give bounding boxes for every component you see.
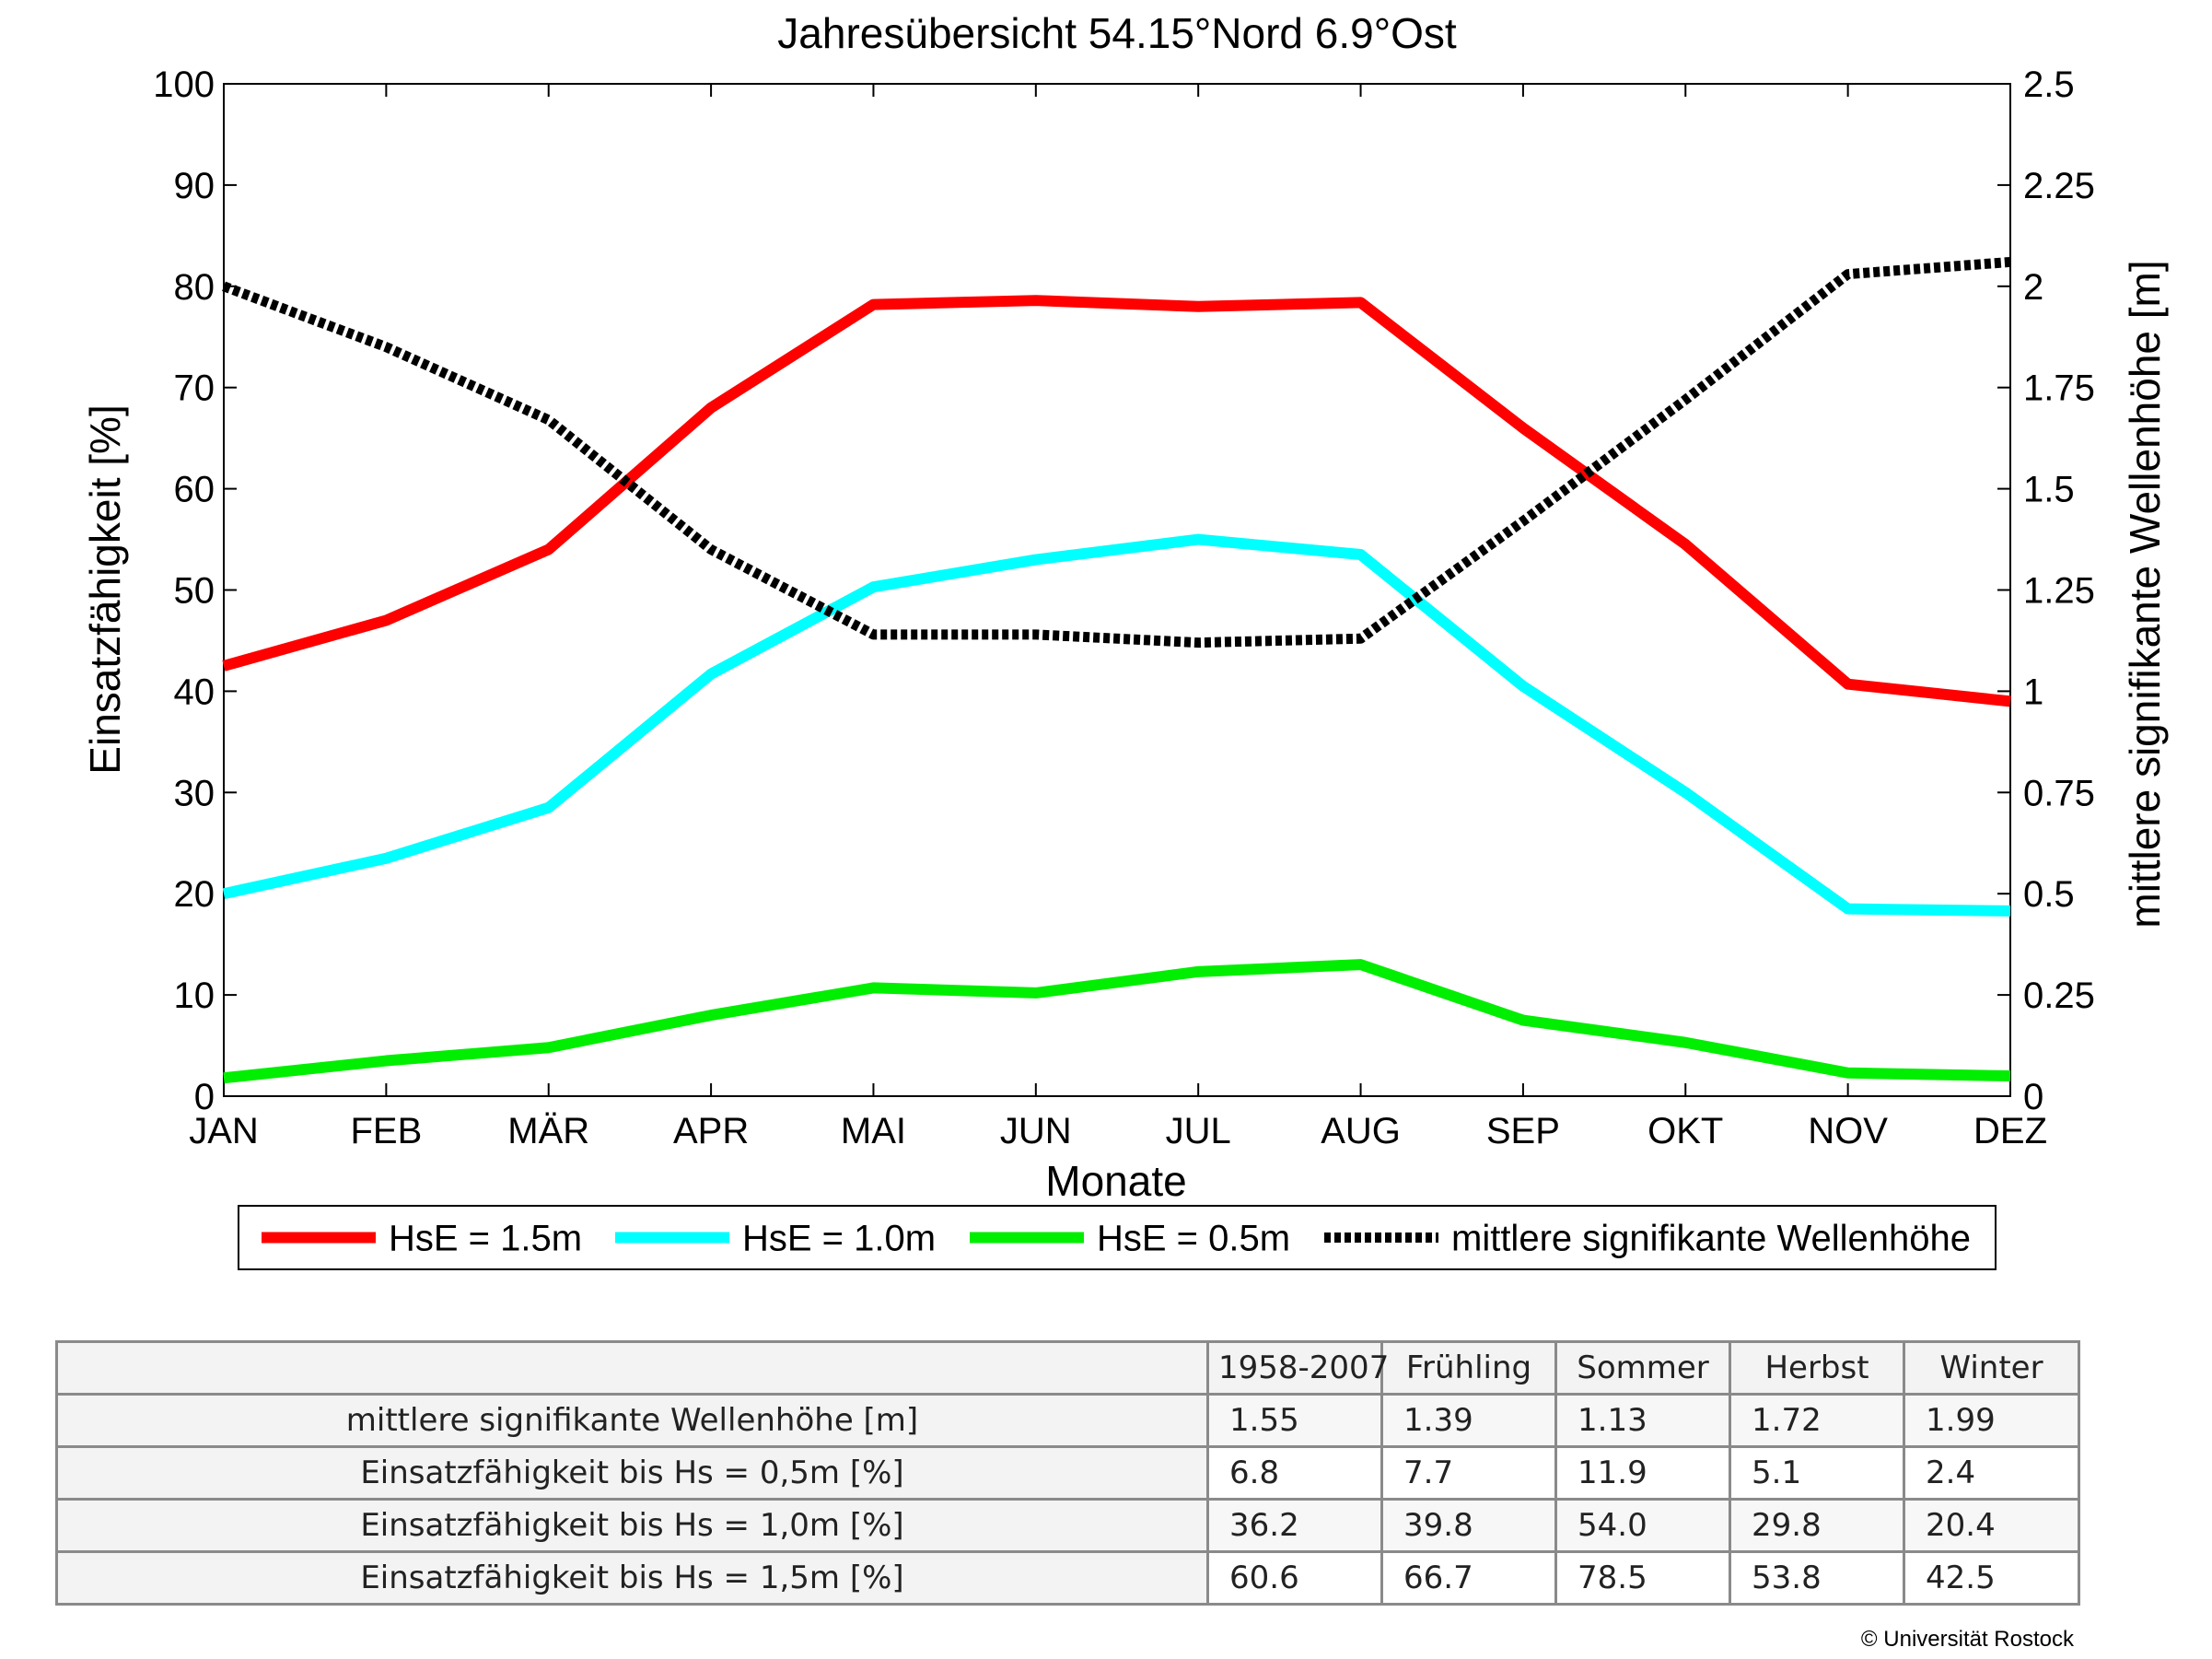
table-cell: 1.99 bbox=[1903, 1393, 2080, 1448]
summary-table-container: 1958-2007 Frühling Sommer Herbst Winter mittl… bbox=[55, 1340, 2080, 1606]
table-cell: 7.7 bbox=[1380, 1445, 1557, 1501]
table-column-header: Sommer bbox=[1554, 1340, 1731, 1396]
x-tick-label: JAN bbox=[189, 1111, 259, 1151]
y-left-tick-label: 70 bbox=[174, 368, 215, 409]
table-cell: 60.6 bbox=[1206, 1550, 1383, 1606]
y-left-tick-label: 90 bbox=[174, 166, 215, 206]
summary-table: 1958-2007 Frühling Sommer Herbst Winter mittl… bbox=[55, 1340, 2080, 1606]
table-column-header: Herbst bbox=[1729, 1340, 1905, 1396]
table-row-header: Einsatzfähigkeit bis Hs = 1,0m [%] bbox=[55, 1498, 1209, 1553]
table-cell: 29.8 bbox=[1729, 1498, 1905, 1553]
table-cell: 1.13 bbox=[1554, 1393, 1731, 1448]
x-tick-label: JUN bbox=[1000, 1111, 1072, 1151]
table-cell: 6.8 bbox=[1206, 1445, 1383, 1501]
table-header-row: 1958-2007 Frühling Sommer Herbst Winter bbox=[55, 1340, 2080, 1396]
y-right-tick-label: 0 bbox=[2023, 1077, 2043, 1117]
y-right-tick-label: 1 bbox=[2023, 672, 2043, 712]
table-row: Einsatzfähigkeit bis Hs = 0,5m [%] 6.8 7.7… bbox=[55, 1445, 2080, 1501]
table-cell: 1.72 bbox=[1729, 1393, 1905, 1448]
y-right-tick-label: 0.5 bbox=[2023, 874, 2075, 915]
copyright-notice: © Universität Rostock bbox=[1860, 1627, 2074, 1652]
table-column-header: Winter bbox=[1903, 1340, 2080, 1396]
table-row-header: mittlere signifikante Wellenhöhe [m] bbox=[55, 1393, 1209, 1448]
y-left-tick-label: 0 bbox=[194, 1077, 215, 1117]
table-row-header: Einsatzfähigkeit bis Hs = 1,5m [%] bbox=[55, 1550, 1209, 1606]
x-tick-label: NOV bbox=[1808, 1111, 1888, 1151]
legend-label: HsE = 1.0m bbox=[742, 1219, 936, 1259]
table-row: mittlere signifikante Wellenhöhe [m] 1.55… bbox=[55, 1393, 2080, 1448]
table-corner-cell bbox=[55, 1340, 1209, 1396]
y-right-tick-label: 0.25 bbox=[2023, 976, 2095, 1016]
y-right-tick-label: 0.75 bbox=[2023, 773, 2095, 813]
legend-label: HsE = 0.5m bbox=[1097, 1219, 1290, 1259]
table-cell: 36.2 bbox=[1206, 1498, 1383, 1553]
table-cell: 42.5 bbox=[1903, 1550, 2080, 1606]
y-left-tick-label: 40 bbox=[174, 672, 215, 712]
y-left-tick-label: 60 bbox=[174, 470, 215, 510]
y-left-tick-label: 50 bbox=[174, 571, 215, 612]
table-cell: 66.7 bbox=[1380, 1550, 1557, 1606]
table-cell: 5.1 bbox=[1729, 1445, 1905, 1501]
table-cell: 54.0 bbox=[1554, 1498, 1731, 1553]
y-right-tick-label: 1.75 bbox=[2023, 368, 2095, 409]
table-cell: 1.39 bbox=[1380, 1393, 1557, 1448]
x-tick-label: APR bbox=[673, 1111, 749, 1151]
x-tick-label: AUG bbox=[1321, 1111, 1401, 1151]
y-left-tick-label: 80 bbox=[174, 267, 215, 308]
table-cell: 11.9 bbox=[1554, 1445, 1731, 1501]
x-tick-label: MAI bbox=[841, 1111, 906, 1151]
table-cell: 2.4 bbox=[1903, 1445, 2080, 1501]
chart: Jahresübersicht 54.15°Nord 6.9°Ost010203… bbox=[81, 9, 2169, 1270]
y-right-tick-label: 1.25 bbox=[2023, 571, 2095, 612]
series-line-2 bbox=[222, 533, 2011, 917]
table-row: Einsatzfähigkeit bis Hs = 1,5m [%] 60.6 66… bbox=[55, 1550, 2080, 1606]
y-right-axis-label: mittlere signifikante Wellenhöhe [m] bbox=[2121, 260, 2169, 928]
y-left-tick-label: 30 bbox=[174, 773, 215, 813]
y-left-tick-label: 10 bbox=[174, 976, 215, 1016]
y-right-tick-label: 2.25 bbox=[2023, 166, 2095, 206]
table-row-header: Einsatzfähigkeit bis Hs = 0,5m [%] bbox=[55, 1445, 1209, 1501]
series-line-3 bbox=[223, 959, 2011, 1084]
y-right-tick-label: 1.5 bbox=[2023, 470, 2075, 510]
x-tick-label: JUL bbox=[1166, 1111, 1231, 1151]
table-column-header: Frühling bbox=[1380, 1340, 1557, 1396]
y-left-tick-label: 100 bbox=[153, 64, 215, 105]
table-cell: 78.5 bbox=[1554, 1550, 1731, 1606]
y-left-axis-label: Einsatzfähigkeit [%] bbox=[81, 404, 129, 774]
legend-box bbox=[238, 1205, 1997, 1270]
table-cell: 1.55 bbox=[1206, 1393, 1383, 1448]
table-cell: 20.4 bbox=[1903, 1498, 2080, 1553]
y-left-tick-label: 20 bbox=[174, 874, 215, 915]
x-tick-label: SEP bbox=[1486, 1111, 1560, 1151]
legend-label: HsE = 1.5m bbox=[389, 1219, 582, 1259]
series-line-4 bbox=[222, 256, 2011, 648]
plot-area bbox=[223, 83, 2011, 1097]
x-tick-label: OKT bbox=[1647, 1111, 1723, 1151]
x-tick-label: FEB bbox=[350, 1111, 422, 1151]
legend-label: mittlere signifikante Wellenhöhe bbox=[1451, 1219, 1971, 1259]
legend: HsE = 1.5m HsE = 1.0m HsE = 0.5m mittlere s… bbox=[238, 1205, 1997, 1270]
table-cell: 53.8 bbox=[1729, 1550, 1905, 1606]
x-tick-label: DEZ bbox=[1973, 1111, 2047, 1151]
table-row: Einsatzfähigkeit bis Hs = 1,0m [%] 36.2 39… bbox=[55, 1498, 2080, 1553]
y-right-tick-label: 2 bbox=[2023, 267, 2043, 308]
chart-title: Jahresübersicht 54.15°Nord 6.9°Ost bbox=[777, 9, 1457, 57]
y-right-tick-label: 2.5 bbox=[2023, 64, 2075, 105]
x-tick-label: MÄR bbox=[507, 1111, 589, 1151]
table-column-header: 1958-2007 bbox=[1206, 1340, 1389, 1396]
x-axis-label: Monate bbox=[1045, 1157, 1186, 1205]
table-cell: 39.8 bbox=[1380, 1498, 1557, 1553]
series-line-1 bbox=[222, 295, 2011, 707]
